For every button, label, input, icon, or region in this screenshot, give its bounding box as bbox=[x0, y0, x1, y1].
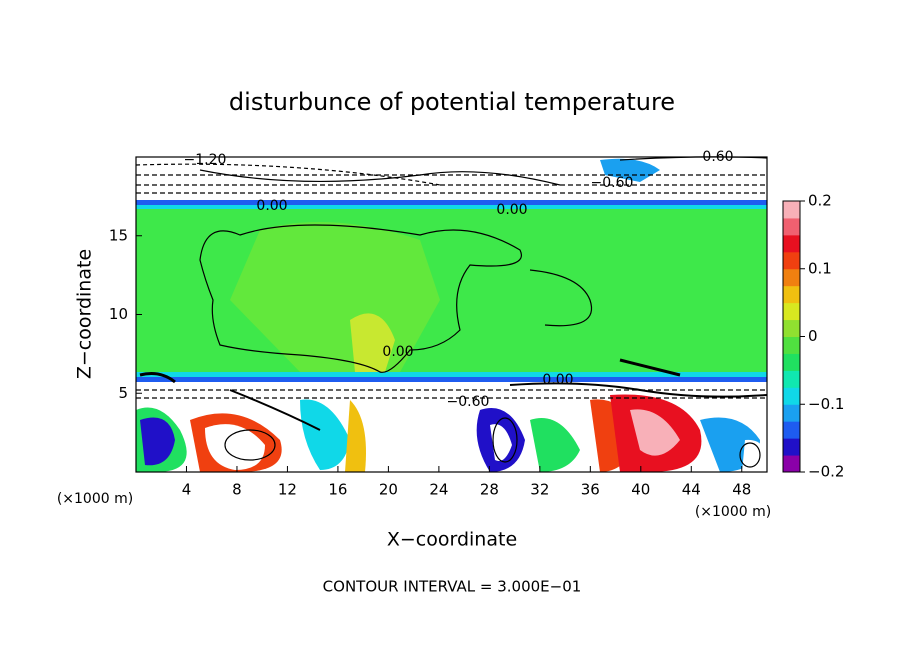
x-tick-label: 20 bbox=[379, 481, 398, 499]
colorbar-tick-label: −0.1 bbox=[808, 395, 844, 413]
colorbar-step bbox=[783, 217, 800, 236]
y-axis-label: Z−coordinate bbox=[74, 249, 96, 379]
x-tick-label: 24 bbox=[429, 481, 448, 499]
contour-label: 0.00 bbox=[496, 202, 527, 218]
x-tick-label: 40 bbox=[631, 481, 650, 499]
field: 0.00 0.000.000.00−0.600.60−0.60−1.20 bbox=[135, 149, 768, 472]
colorbar-step bbox=[783, 336, 800, 354]
contour-label: −0.60 bbox=[447, 394, 490, 410]
x-tick-label: 4 bbox=[182, 481, 192, 499]
x-axis-label: X−coordinate bbox=[387, 529, 517, 551]
colorbar-step bbox=[783, 421, 800, 439]
contour-label: 0.00 bbox=[542, 372, 573, 388]
y-tick-label: 5 bbox=[118, 384, 128, 402]
x-tick-label: 32 bbox=[530, 481, 549, 499]
colorbar-step bbox=[783, 302, 800, 321]
x-tick-label: 28 bbox=[480, 481, 499, 499]
colorbar-step bbox=[783, 234, 800, 253]
y-tick-label: 15 bbox=[109, 226, 128, 244]
y-tick-label: 10 bbox=[109, 305, 128, 323]
contour-label: 0.00 bbox=[256, 198, 287, 214]
colorbar-step bbox=[783, 455, 800, 473]
x-tick-label: 12 bbox=[278, 481, 297, 499]
x-unit-label: (×1000 m) bbox=[57, 491, 133, 507]
contour-label: −0.60 bbox=[591, 175, 634, 191]
x-tick-label: 16 bbox=[328, 481, 347, 499]
colorbar-tick-label: 0.2 bbox=[808, 192, 832, 210]
colorbar-step bbox=[783, 201, 800, 219]
colorbar-step bbox=[783, 387, 800, 405]
colorbar-step bbox=[783, 438, 800, 456]
colorbar-step bbox=[783, 404, 800, 422]
contour-label: −1.20 bbox=[184, 152, 227, 168]
colorbar-step bbox=[783, 285, 800, 304]
chart-title: disturbunce of potential temperature bbox=[229, 88, 675, 116]
x-tick-label: 36 bbox=[581, 481, 600, 499]
contour-label: 0.00 bbox=[382, 344, 413, 360]
colorbar-step bbox=[783, 353, 800, 371]
x-tick-label: 48 bbox=[732, 481, 751, 499]
x-tick-label: 8 bbox=[232, 481, 242, 499]
colorbar-tick-label: 0.1 bbox=[808, 259, 832, 277]
x-unit-label: (×1000 m) bbox=[695, 504, 771, 520]
contour-interval-note: CONTOUR INTERVAL = 3.000E−01 bbox=[323, 578, 582, 596]
colorbar-step bbox=[783, 319, 800, 337]
colorbar-step bbox=[783, 268, 800, 287]
colorbar-tick-label: −0.2 bbox=[808, 463, 844, 481]
colorbar-step bbox=[783, 370, 800, 388]
colorbar-tick-label: 0 bbox=[808, 327, 818, 345]
colorbar-step bbox=[783, 251, 800, 270]
x-tick-label: 44 bbox=[682, 481, 701, 499]
